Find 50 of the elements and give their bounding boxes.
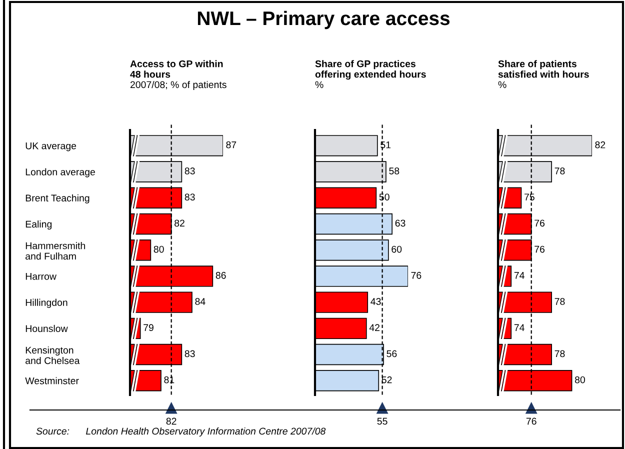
x-axis-title: 2007/08; % of patients	[130, 80, 226, 90]
data-label: 74	[514, 324, 524, 331]
data-label: 81	[164, 376, 174, 384]
data-label: 78	[554, 298, 565, 305]
x-axis-title: %	[498, 81, 506, 88]
y-tick-label: Hillingdon	[26, 298, 68, 308]
data-label: 80	[574, 376, 585, 384]
data-label: 78	[554, 168, 565, 174]
chart-subtitle: Share of GP practices offering extended hours	[315, 60, 426, 80]
chart-subtitle: Share of patients satisfied with hours	[498, 60, 589, 78]
data-label: 43	[370, 298, 381, 305]
ref-line-label: 82	[166, 418, 176, 425]
data-label: 76	[534, 220, 545, 227]
ref-line-label: 76	[526, 418, 536, 425]
y-tick-label: London average	[26, 168, 95, 178]
data-label: 82	[595, 141, 606, 148]
data-label: 87	[226, 141, 236, 148]
data-label: 80	[154, 246, 164, 253]
data-label: 76	[534, 246, 545, 253]
data-label: 58	[389, 168, 400, 174]
source-note: Source: London Health Observatory Information Centre 2007/08	[36, 427, 326, 437]
data-label: 76	[411, 272, 422, 279]
data-label: 75	[524, 194, 534, 200]
data-label: 78	[554, 350, 565, 358]
x-axis-title: %	[315, 81, 324, 88]
data-label: 83	[184, 168, 195, 174]
y-tick-label: Ealing	[26, 220, 52, 230]
y-tick-label: Kensington and Chelsea	[26, 346, 80, 364]
y-tick-label: Hounslow	[26, 324, 68, 332]
ref-line-label: 55	[377, 418, 388, 425]
y-tick-label: Hammersmith and Fulham	[26, 242, 86, 260]
data-label: 82	[174, 220, 184, 227]
data-label: 63	[395, 220, 406, 227]
data-label: 51	[380, 141, 391, 148]
chart-subtitle: Access to GP within 48 hours	[130, 60, 223, 78]
y-tick-label: Westminster	[25, 377, 79, 384]
data-label: 79	[144, 324, 154, 332]
text: NWL – Primary care access	[198, 10, 450, 30]
data-label: 84	[195, 298, 206, 305]
data-label: 60	[392, 246, 402, 253]
data-label: 56	[386, 350, 397, 358]
data-label: 74	[514, 272, 524, 279]
data-label: 83	[184, 350, 195, 358]
data-label: 50	[379, 194, 390, 200]
y-tick-label: Brent Teaching	[26, 194, 90, 204]
y-tick-label: UK average	[26, 142, 76, 152]
data-label: 83	[184, 194, 195, 200]
data-label: 86	[216, 272, 226, 279]
data-label: 42	[369, 324, 380, 331]
y-tick-label: Harrow	[26, 273, 56, 280]
